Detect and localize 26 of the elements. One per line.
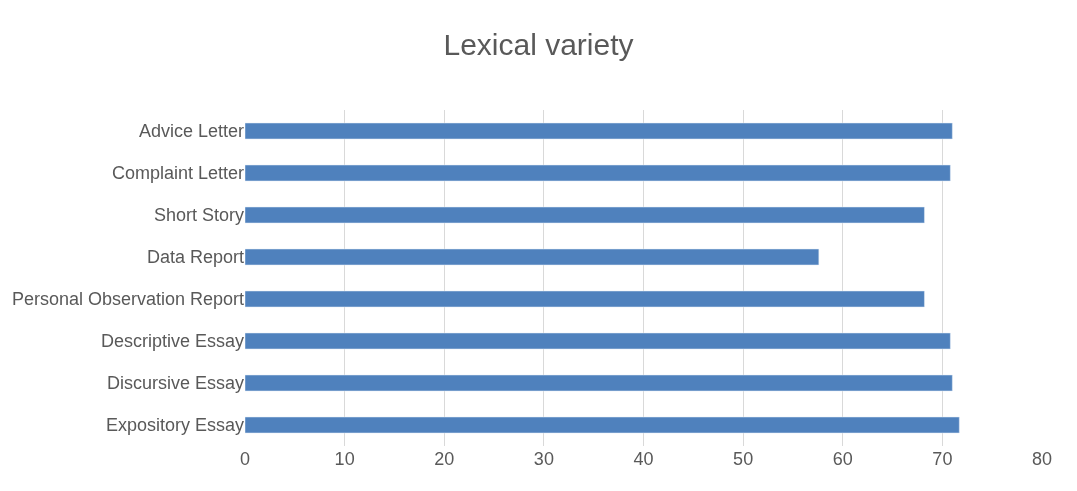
bar	[245, 416, 960, 434]
bar	[245, 374, 953, 392]
x-tick-label: 50	[733, 449, 754, 469]
y-tick-label: Complaint Letter	[111, 163, 244, 184]
bar	[245, 248, 820, 266]
x-tick-label: 60	[832, 449, 853, 469]
y-tick-label: Short Story	[153, 205, 244, 226]
y-tick-label: Discursive Essay	[106, 373, 244, 394]
bar	[245, 122, 953, 140]
x-tick-label: 70	[932, 449, 953, 469]
x-tick-label: 80	[1031, 449, 1053, 469]
bar	[245, 290, 925, 308]
bar	[245, 164, 951, 182]
x-tick-label: 30	[533, 449, 554, 469]
x-tick-label: 0	[239, 449, 251, 469]
bar	[245, 332, 951, 350]
y-tick-label: Descriptive Essay	[100, 331, 244, 352]
y-tick-label: Data Report	[146, 247, 244, 268]
y-tick-label: Expository Essay	[105, 415, 244, 436]
y-tick-label: Personal Observation Report	[11, 289, 244, 310]
x-tick-label: 10	[334, 449, 355, 469]
x-tick-label: 40	[633, 449, 654, 469]
chart-title: Lexical variety	[443, 28, 634, 62]
y-tick-label: Advice Letter	[138, 121, 244, 142]
x-tick-label: 20	[434, 449, 455, 469]
bar	[245, 206, 925, 224]
